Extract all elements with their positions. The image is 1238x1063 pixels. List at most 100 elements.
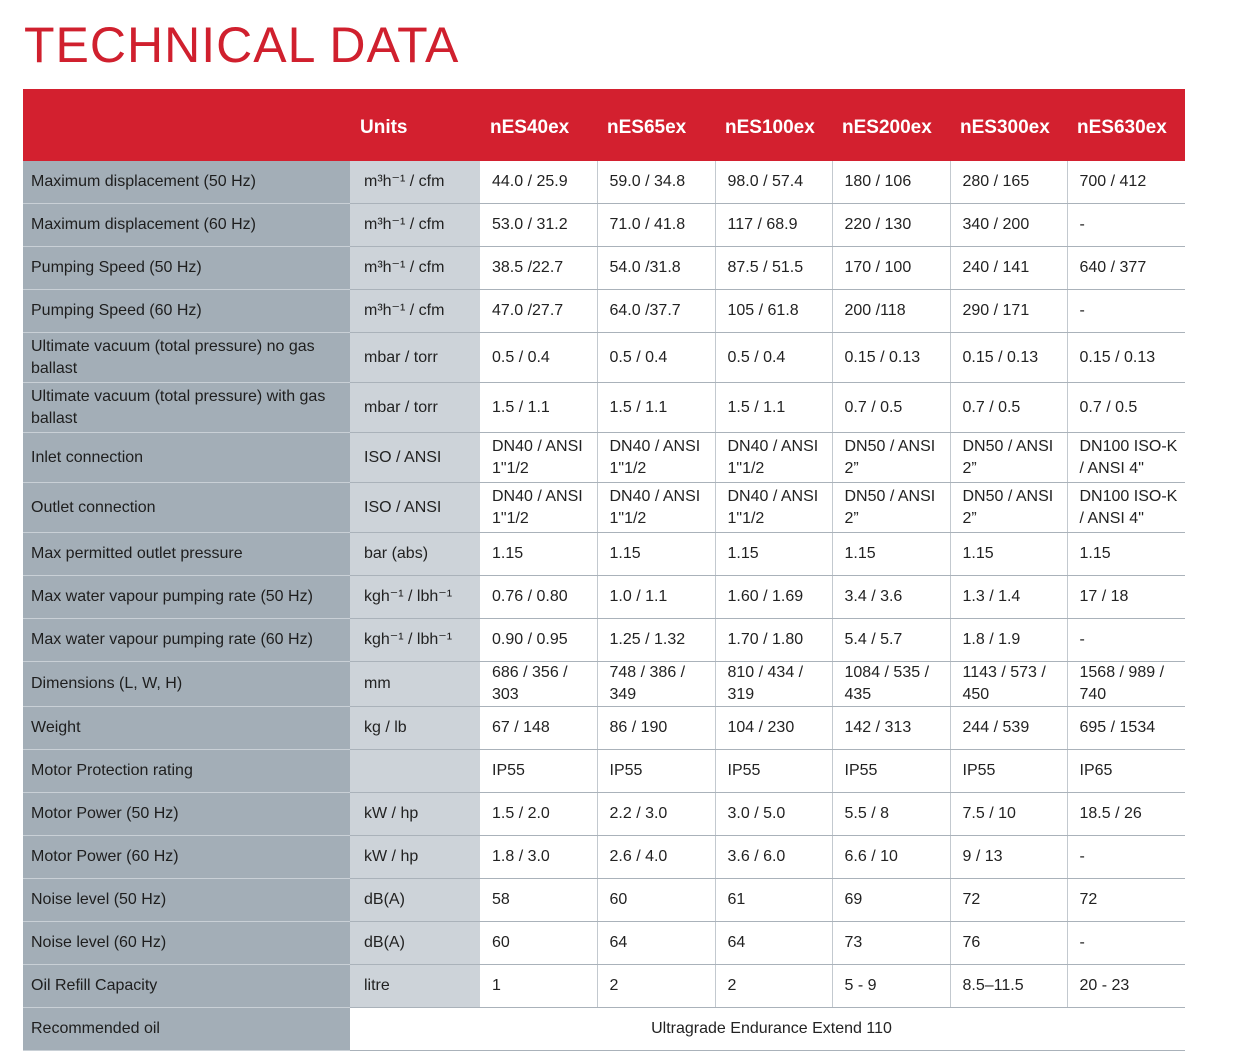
value-cell: 1.15 — [715, 532, 833, 576]
value-cell: IP55 — [597, 749, 716, 793]
param-label: Maximum displacement (60 Hz) — [23, 203, 350, 247]
value-cell: 18.5 / 26 — [1067, 792, 1185, 836]
value-cell: 290 / 171 — [950, 289, 1068, 333]
technical-data-table: Units nES40ex nES65ex nES100ex nES200ex … — [23, 89, 1185, 1051]
table-row: Noise level (60 Hz) dB(A) 60 64 64 73 76- — [23, 921, 1185, 965]
param-label: Dimensions (L, W, H) — [23, 661, 350, 707]
unit-cell: kg / lb — [350, 706, 480, 750]
value-cell: 72 — [1067, 878, 1185, 922]
header-units: Units — [350, 89, 480, 161]
value-cell: 105 / 61.8 — [715, 289, 833, 333]
header-model: nES65ex — [597, 89, 715, 161]
value-cell: 1.0 / 1.1 — [597, 575, 716, 619]
table-header-row: Units nES40ex nES65ex nES100ex nES200ex … — [23, 89, 1185, 161]
param-label: Maximum displacement (50 Hz) — [23, 161, 350, 204]
value-cell: - — [1067, 203, 1185, 247]
value-cell: 244 / 539 — [950, 706, 1068, 750]
value-cell: 1143 / 573 / 450 — [950, 661, 1068, 707]
table-row: Noise level (50 Hz) dB(A) 58 60 61 69 72 72 — [23, 878, 1185, 922]
header-model: nES40ex — [480, 89, 597, 161]
header-model: nES100ex — [715, 89, 832, 161]
value-cell: 0.7 / 0.5 — [950, 382, 1068, 433]
value-cell: DN40 / ANSI 1"1/2 — [597, 432, 716, 483]
value-cell: 748 / 386 / 349 — [597, 661, 716, 707]
value-cell: 695 / 1534 — [1067, 706, 1185, 750]
header-model: nES200ex — [832, 89, 950, 161]
table-row: Maximum displacement (50 Hz) m³h⁻¹ / cfm 4… — [23, 161, 1185, 204]
value-cell: 1.5 / 1.1 — [715, 382, 833, 433]
unit-cell: dB(A) — [350, 878, 480, 922]
value-cell: 0.76 / 0.80 — [480, 575, 598, 619]
table-row: Ultimate vacuum (total pressure) no gas … — [23, 332, 1185, 383]
param-label: Weight — [23, 706, 350, 750]
param-label: Noise level (60 Hz) — [23, 921, 350, 965]
value-cell: DN40 / ANSI 1"1/2 — [480, 432, 598, 483]
unit-cell: kgh⁻¹ / lbh⁻¹ — [350, 618, 480, 662]
value-cell: 1.15 — [1067, 532, 1185, 576]
value-cell: 0.90 / 0.95 — [480, 618, 598, 662]
param-label: Max permitted outlet pressure — [23, 532, 350, 576]
value-cell: 5.5 / 8 — [832, 792, 951, 836]
value-cell: 69 — [832, 878, 951, 922]
header-model: nES630ex — [1067, 89, 1185, 161]
value-cell: DN40 / ANSI 1"1/2 — [715, 432, 833, 483]
value-cell: 104 / 230 — [715, 706, 833, 750]
unit-cell: ISO / ANSI — [350, 482, 480, 533]
value-cell: 1.60 / 1.69 — [715, 575, 833, 619]
unit-cell: m³h⁻¹ / cfm — [350, 289, 480, 333]
table-row: Motor Power (50 Hz) kW / hp 1.5 / 2.0 2.2 /… — [23, 792, 1185, 836]
table-row: Motor Power (60 Hz) kW / hp 1.8 / 3.0 2.6 /… — [23, 835, 1185, 879]
value-cell: 8.5–11.5 — [950, 964, 1068, 1008]
param-label: Ultimate vacuum (total pressure) with ga… — [23, 382, 350, 433]
unit-cell: m³h⁻¹ / cfm — [350, 246, 480, 290]
value-cell: 38.5 /22.7 — [480, 246, 598, 290]
value-cell: - — [1067, 289, 1185, 333]
value-cell: DN50 / ANSI 2” — [950, 482, 1068, 533]
value-cell: 58 — [480, 878, 598, 922]
value-cell: IP65 — [1067, 749, 1185, 793]
value-cell: 72 — [950, 878, 1068, 922]
param-label: Pumping Speed (60 Hz) — [23, 289, 350, 333]
unit-cell: dB(A) — [350, 921, 480, 965]
value-cell: IP55 — [832, 749, 951, 793]
value-cell: 5 - 9 — [832, 964, 951, 1008]
value-cell: 640 / 377 — [1067, 246, 1185, 290]
unit-cell: bar (abs) — [350, 532, 480, 576]
value-cell: 86 / 190 — [597, 706, 716, 750]
table-row: Outlet connection ISO / ANSI DN40 / ANSI 1… — [23, 482, 1185, 533]
value-cell: 98.0 / 57.4 — [715, 161, 833, 204]
value-cell: - — [1067, 835, 1185, 879]
value-cell: 1.5 / 1.1 — [480, 382, 598, 433]
value-cell: 2.2 / 3.0 — [597, 792, 716, 836]
value-cell: 73 — [832, 921, 951, 965]
unit-cell: m³h⁻¹ / cfm — [350, 161, 480, 204]
value-cell: 44.0 / 25.9 — [480, 161, 598, 204]
value-cell: 67 / 148 — [480, 706, 598, 750]
page-title: TECHNICAL DATA — [24, 17, 460, 73]
unit-cell: ISO / ANSI — [350, 432, 480, 483]
param-label: Max water vapour pumping rate (60 Hz) — [23, 618, 350, 662]
value-cell: DN40 / ANSI 1"1/2 — [715, 482, 833, 533]
param-label: Motor Power (60 Hz) — [23, 835, 350, 879]
value-cell: 1568 / 989 / 740 — [1067, 661, 1185, 707]
table-row: Dimensions (L, W, H) mm 686 / 356 / 303 748… — [23, 661, 1185, 707]
table-row: Pumping Speed (60 Hz) m³h⁻¹ / cfm 47.0 /27… — [23, 289, 1185, 333]
header-model: nES300ex — [950, 89, 1067, 161]
value-cell: 0.15 / 0.13 — [950, 332, 1068, 383]
unit-cell: mm — [350, 661, 480, 707]
value-cell: 1.70 / 1.80 — [715, 618, 833, 662]
value-cell: 5.4 / 5.7 — [832, 618, 951, 662]
param-label: Motor Power (50 Hz) — [23, 792, 350, 836]
value-cell: 1.3 / 1.4 — [950, 575, 1068, 619]
table-row-recommended-oil: Recommended oil Ultragrade Endurance Ext… — [23, 1007, 1185, 1051]
value-cell: 6.6 / 10 — [832, 835, 951, 879]
value-cell: 20 - 23 — [1067, 964, 1185, 1008]
value-cell: 700 / 412 — [1067, 161, 1185, 204]
unit-cell: litre — [350, 964, 480, 1008]
value-cell: 87.5 / 51.5 — [715, 246, 833, 290]
value-cell: 60 — [597, 878, 716, 922]
table-row: Max permitted outlet pressure bar (abs) 1.… — [23, 532, 1185, 576]
value-cell: IP55 — [480, 749, 598, 793]
value-cell: 64 — [715, 921, 833, 965]
value-cell: 76 — [950, 921, 1068, 965]
